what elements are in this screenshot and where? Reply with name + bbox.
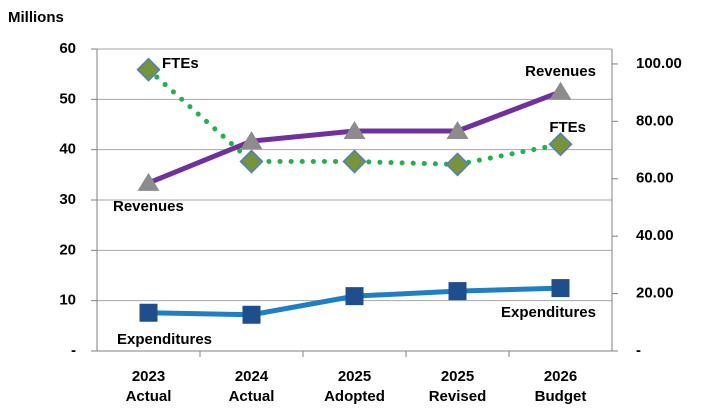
y2-tick-label: 40.00	[636, 227, 674, 244]
series-line	[146, 67, 563, 167]
marker	[242, 305, 261, 324]
annotation: Expenditures	[117, 331, 212, 348]
y-tick-label: 60	[59, 40, 76, 57]
marker	[551, 279, 570, 298]
annotation: FTEs	[549, 119, 586, 136]
y2-tick-label: -	[636, 342, 641, 359]
y2-tick-label: 20.00	[636, 285, 674, 302]
axis-title: Millions	[8, 9, 64, 26]
y-tick-label: 40	[59, 141, 76, 158]
y-tick-label: 30	[59, 191, 76, 208]
annotation: Revenues	[525, 63, 596, 80]
x-tick-label: 2025	[338, 368, 371, 385]
y-tick-label: 10	[59, 292, 76, 309]
x-tick-label: Actual	[126, 388, 172, 405]
x-tick-label: Budget	[535, 388, 587, 405]
marker	[448, 282, 467, 301]
x-tick-label: 2024	[235, 368, 269, 385]
annotation: FTEs	[162, 55, 199, 72]
x-tick-label: 2026	[544, 368, 577, 385]
marker	[239, 149, 264, 174]
x-tick-label: Actual	[229, 388, 275, 405]
marker	[548, 132, 573, 157]
y-tick-label: 50	[59, 90, 76, 107]
marker	[446, 121, 469, 140]
x-tick-label: Revised	[429, 388, 487, 405]
marker	[445, 152, 470, 177]
x-tick-label: 2025	[441, 368, 474, 385]
marker	[343, 121, 366, 140]
marker	[137, 172, 160, 191]
annotation: Revenues	[113, 198, 184, 215]
y2-tick-label: 80.00	[636, 112, 674, 129]
marker	[240, 131, 263, 150]
y2-tick-label: 100.00	[636, 55, 682, 72]
marker	[342, 149, 367, 174]
y-tick-label: -	[71, 342, 76, 359]
marker	[549, 81, 572, 100]
marker	[139, 303, 158, 322]
marker	[345, 287, 364, 306]
annotation: Expenditures	[501, 304, 596, 321]
x-tick-label: Adopted	[324, 388, 385, 405]
x-tick-label: 2023	[132, 368, 165, 385]
y2-tick-label: 60.00	[636, 170, 674, 187]
y-tick-label: 20	[59, 241, 76, 258]
marker	[136, 57, 161, 82]
